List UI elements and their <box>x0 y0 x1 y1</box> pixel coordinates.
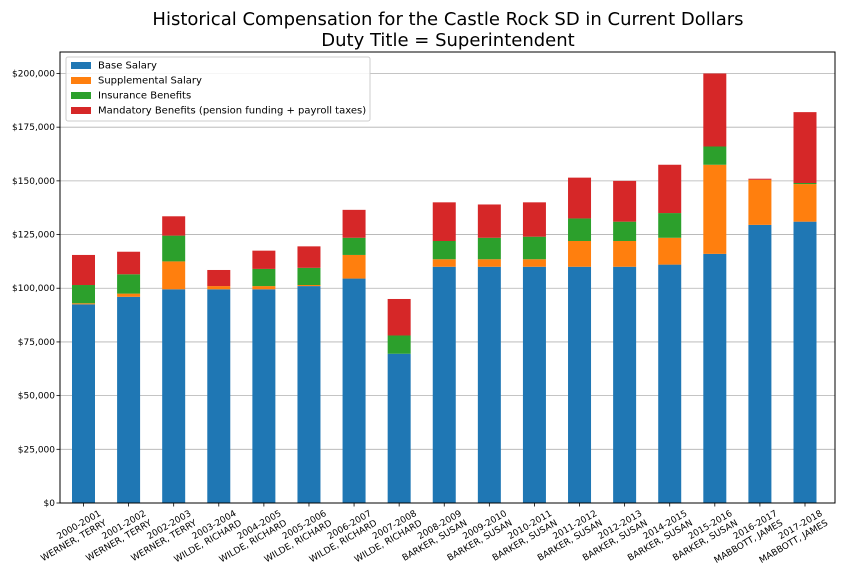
bar-segment <box>658 264 682 503</box>
bar-segment <box>568 218 592 241</box>
legend-swatch <box>71 62 91 69</box>
bar-segment <box>252 250 276 269</box>
bar-segment <box>297 286 321 503</box>
bar-segment <box>387 335 411 354</box>
bar-segment <box>72 304 95 503</box>
bar-segment <box>793 112 817 184</box>
bar-segment <box>703 146 727 165</box>
legend-label: Supplemental Salary <box>98 76 202 87</box>
bars <box>72 73 817 503</box>
bar-segment <box>117 293 141 297</box>
y-tick-label: $0 <box>44 499 56 509</box>
bar-segment <box>477 259 501 267</box>
y-tick-label: $100,000 <box>12 284 55 294</box>
bar-segment <box>297 267 321 286</box>
chart-title: Historical Compensation for the Castle R… <box>152 9 743 30</box>
bar-segment <box>72 303 95 305</box>
legend-label: Insurance Benefits <box>98 91 191 102</box>
bar-segment <box>252 289 276 503</box>
bar-segment <box>703 73 727 147</box>
bar-segment <box>793 183 817 185</box>
bar-segment <box>342 237 366 255</box>
y-tick-label: $175,000 <box>12 123 55 133</box>
bar-segment <box>568 240 592 267</box>
bar-segment <box>568 177 592 219</box>
bar-segment <box>297 285 321 287</box>
legend-box <box>65 56 371 122</box>
legend-swatch <box>71 92 91 99</box>
legend-swatch <box>71 77 91 84</box>
bar-segment <box>658 237 682 265</box>
bar-segment <box>703 164 727 254</box>
bar-segment <box>432 240 456 260</box>
bar-segment <box>252 268 276 287</box>
bar-segment <box>522 266 546 503</box>
bar-segment <box>568 266 592 503</box>
bar-segment <box>387 298 411 336</box>
plot-frame <box>59 51 836 504</box>
y-tick-label: $50,000 <box>18 392 55 402</box>
bar-segment <box>72 285 95 304</box>
bar-segment <box>342 254 366 279</box>
bar-segment <box>793 184 817 222</box>
y-tick-label: $150,000 <box>12 177 55 187</box>
bar-segment <box>703 253 727 503</box>
legend: Base Salary Supplemental Salary Insurance … <box>65 56 371 122</box>
bar-segment <box>252 286 276 290</box>
bar-segment <box>432 202 456 241</box>
bar-segment <box>342 209 366 238</box>
bar-segment <box>342 278 366 503</box>
bar-segment <box>162 261 186 290</box>
bar-segment <box>117 296 141 503</box>
bar-segment <box>613 180 637 222</box>
bar-segment <box>162 289 186 503</box>
chart-subtitle: Duty Title = Superintendent <box>321 30 574 51</box>
y-tick-label: $75,000 <box>18 338 55 348</box>
bar-segment <box>522 202 546 237</box>
legend-label: Base Salary <box>98 61 157 72</box>
bar-segment <box>793 221 817 503</box>
bar-segment <box>477 204 501 238</box>
bar-segment <box>162 216 186 236</box>
legend-swatch <box>71 107 91 114</box>
bar-segment <box>207 286 231 290</box>
y-axis: $0 $25,000 $50,000 $75,000 $100,000 $125,000 $… <box>12 69 60 509</box>
bar-segment <box>117 274 141 294</box>
bar-segment <box>613 240 637 267</box>
bar-segment <box>297 246 321 268</box>
bar-segment <box>748 224 772 503</box>
bar-segment <box>207 269 231 287</box>
bar-segment <box>522 236 546 260</box>
bar-segment <box>387 353 411 503</box>
legend-label: Mandatory Benefits (pension funding + pa… <box>98 106 366 117</box>
bar-segment <box>432 266 456 503</box>
bar-segment <box>207 289 231 503</box>
bar-segment <box>72 254 95 286</box>
y-tick-label: $125,000 <box>12 231 55 241</box>
bar-segment <box>117 251 141 275</box>
bar-segment <box>522 259 546 267</box>
bar-segment <box>613 266 637 503</box>
bar-segment <box>613 221 637 241</box>
bar-segment <box>658 164 682 214</box>
bar-segment <box>748 178 772 180</box>
y-tick-label: $200,000 <box>12 69 55 79</box>
bar-segment <box>162 235 186 262</box>
y-tick-label: $25,000 <box>18 445 55 455</box>
bar-segment <box>748 179 772 225</box>
bar-segment <box>477 266 501 503</box>
bar-segment <box>477 237 501 260</box>
bar-segment <box>658 213 682 238</box>
bar-segment <box>432 259 456 267</box>
